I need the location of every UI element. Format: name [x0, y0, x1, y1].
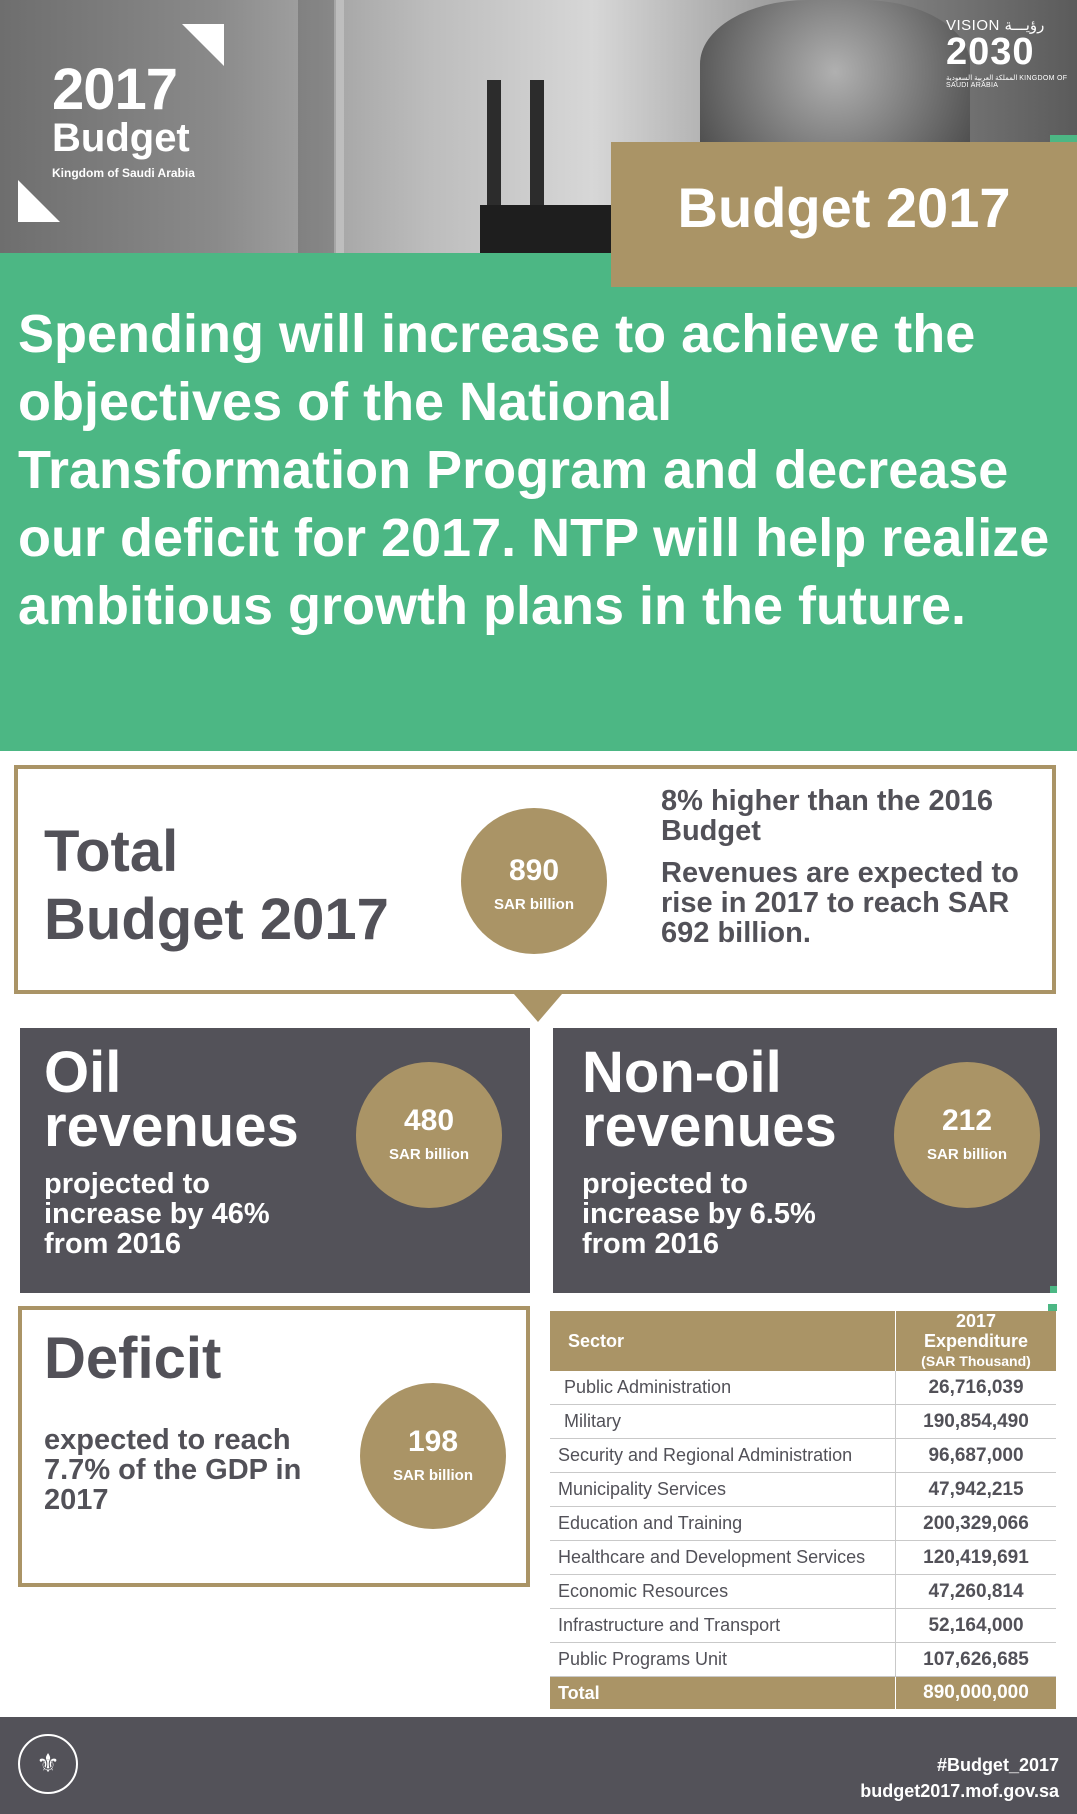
table-header-row: Sector 2017 Expenditure (SAR Thousand) [550, 1311, 1056, 1371]
hashtag: #Budget_2017 [936, 1755, 1059, 1775]
headline-text: Spending will increase to achieve the ob… [18, 304, 1050, 636]
nonoil-value-circle: 212 SAR billion [894, 1062, 1040, 1208]
budget-2017-logo: 2017 Budget Kingdom of Saudi Arabia [52, 57, 195, 181]
sector-value: 47,942,215 [895, 1472, 1056, 1507]
sector-value: 26,716,039 [895, 1371, 1056, 1405]
header-expenditure: 2017 Expenditure (SAR Thousand) [895, 1311, 1056, 1371]
sector-value: 52,164,000 [895, 1608, 1056, 1643]
sector-value: 96,687,000 [895, 1438, 1056, 1473]
ministry-seal-icon: ⚜ [18, 1734, 78, 1794]
table-row: Education and Training 200,329,066 [550, 1506, 1056, 1541]
sector-name: Education and Training [550, 1506, 896, 1541]
oil-value: 480 [403, 1104, 455, 1137]
oil-title-line2: revenues [44, 1094, 299, 1159]
deficit-title: Deficit [44, 1326, 222, 1391]
oil-value-circle: 480 SAR billion [356, 1062, 502, 1208]
footer [0, 1717, 1077, 1814]
table-row: Economic Resources 47,260,814 [550, 1574, 1056, 1609]
total-note-2: Revenues are expected to rise in 2017 to… [661, 857, 1019, 949]
expenditure-table: Sector 2017 Expenditure (SAR Thousand) P… [550, 1311, 1056, 1709]
sector-value: 47,260,814 [895, 1574, 1056, 1609]
nonoil-value: 212 [941, 1104, 993, 1137]
logo-corner-top-shape [182, 24, 224, 66]
sector-name: Public Administration [550, 1371, 896, 1405]
sector-name: Military [550, 1404, 896, 1439]
table-accent [1048, 1304, 1057, 1311]
total-note-1: 8% higher than the 2016 Budget [661, 785, 993, 847]
vision-line1: VISION رؤيـــة [946, 17, 1045, 34]
nonoil-title-line2: revenues [582, 1094, 837, 1159]
total-unit: SAR billion [494, 896, 574, 913]
oil-title: Oil revenues [44, 1040, 299, 1159]
sector-value: 200,329,066 [895, 1506, 1056, 1541]
oil-subtitle: projected to increase by 46% from 2016 [44, 1168, 270, 1260]
sector-name: Municipality Services [550, 1472, 896, 1507]
table-row: Healthcare and Development Services 120,4… [550, 1540, 1056, 1575]
logo-corner-bottom-shape [18, 180, 60, 222]
oil-title-line1: Oil [44, 1040, 122, 1105]
sector-value: 190,854,490 [895, 1404, 1056, 1439]
table-row: Military 190,854,490 [550, 1404, 1056, 1439]
headline-panel [0, 253, 1077, 751]
nonoil-title-line1: Non-oil [582, 1040, 782, 1105]
oil-unit: SAR billion [389, 1146, 469, 1163]
total-notes: 8% higher than the 2016 Budget Revenues … [661, 786, 1041, 948]
sector-name: Public Programs Unit [550, 1642, 896, 1677]
sector-value: 107,626,685 [895, 1642, 1056, 1677]
sector-name: Infrastructure and Transport [550, 1608, 896, 1643]
table-total-row: Total 890,000,000 [550, 1676, 1056, 1709]
sector-value: 120,419,691 [895, 1540, 1056, 1575]
sector-name: Healthcare and Development Services [550, 1540, 896, 1575]
total-row-value: 890,000,000 [895, 1676, 1056, 1709]
header-exp-unit: (SAR Thousand) [921, 1353, 1031, 1369]
logo-year: 2017 [52, 57, 178, 122]
pointer-arrow [514, 994, 562, 1022]
logo-word: Budget [52, 116, 190, 160]
footer-links: #Budget_2017 budget2017.mof.gov.sa [860, 1752, 1059, 1804]
deficit-value: 198 [407, 1425, 459, 1458]
nonoil-subtitle: projected to increase by 6.5% from 2016 [582, 1168, 816, 1260]
deficit-subtitle: expected to reach 7.7% of the GDP in 201… [44, 1424, 302, 1516]
deficit-value-circle: 198 SAR billion [360, 1383, 506, 1529]
sector-name: Economic Resources [550, 1574, 896, 1609]
budget-tag: Budget 2017 [611, 142, 1077, 287]
table-row: Infrastructure and Transport 52,164,000 [550, 1608, 1056, 1643]
total-title-line2: Budget 2017 [44, 887, 389, 952]
vision-2030-logo: VISION رؤيـــة 2030 المملكة العربية السع… [946, 16, 1077, 89]
total-title-line1: Total [44, 819, 179, 884]
table-row: Municipality Services 47,942,215 [550, 1472, 1056, 1507]
sector-name: Security and Regional Administration [550, 1438, 896, 1473]
nonoil-title: Non-oil revenues [582, 1040, 837, 1159]
table-row: Public Programs Unit 107,626,685 [550, 1642, 1056, 1677]
vision-line3: المملكة العربية السعودية KINGDOM OF SAUD… [946, 75, 1068, 89]
total-value-circle: 890 SAR billion [461, 808, 607, 954]
total-budget-title: Total Budget 2017 [44, 818, 389, 954]
nonoil-unit: SAR billion [927, 1146, 1007, 1163]
nonoil-accent [1050, 1286, 1057, 1293]
tag-accent [1050, 135, 1077, 142]
total-row-label: Total [550, 1676, 896, 1709]
website-link[interactable]: budget2017.mof.gov.sa [860, 1781, 1059, 1801]
table-row: Public Administration 26,716,039 [550, 1371, 1056, 1405]
total-value: 890 [508, 854, 560, 887]
header-sector: Sector [550, 1311, 896, 1371]
table-row: Security and Regional Administration 96,6… [550, 1438, 1056, 1473]
logo-country: Kingdom of Saudi Arabia [52, 166, 195, 180]
deficit-unit: SAR billion [393, 1467, 473, 1484]
header-exp-label: 2017 Expenditure [923, 1311, 1029, 1351]
vision-line2: 2030 [946, 31, 1035, 73]
